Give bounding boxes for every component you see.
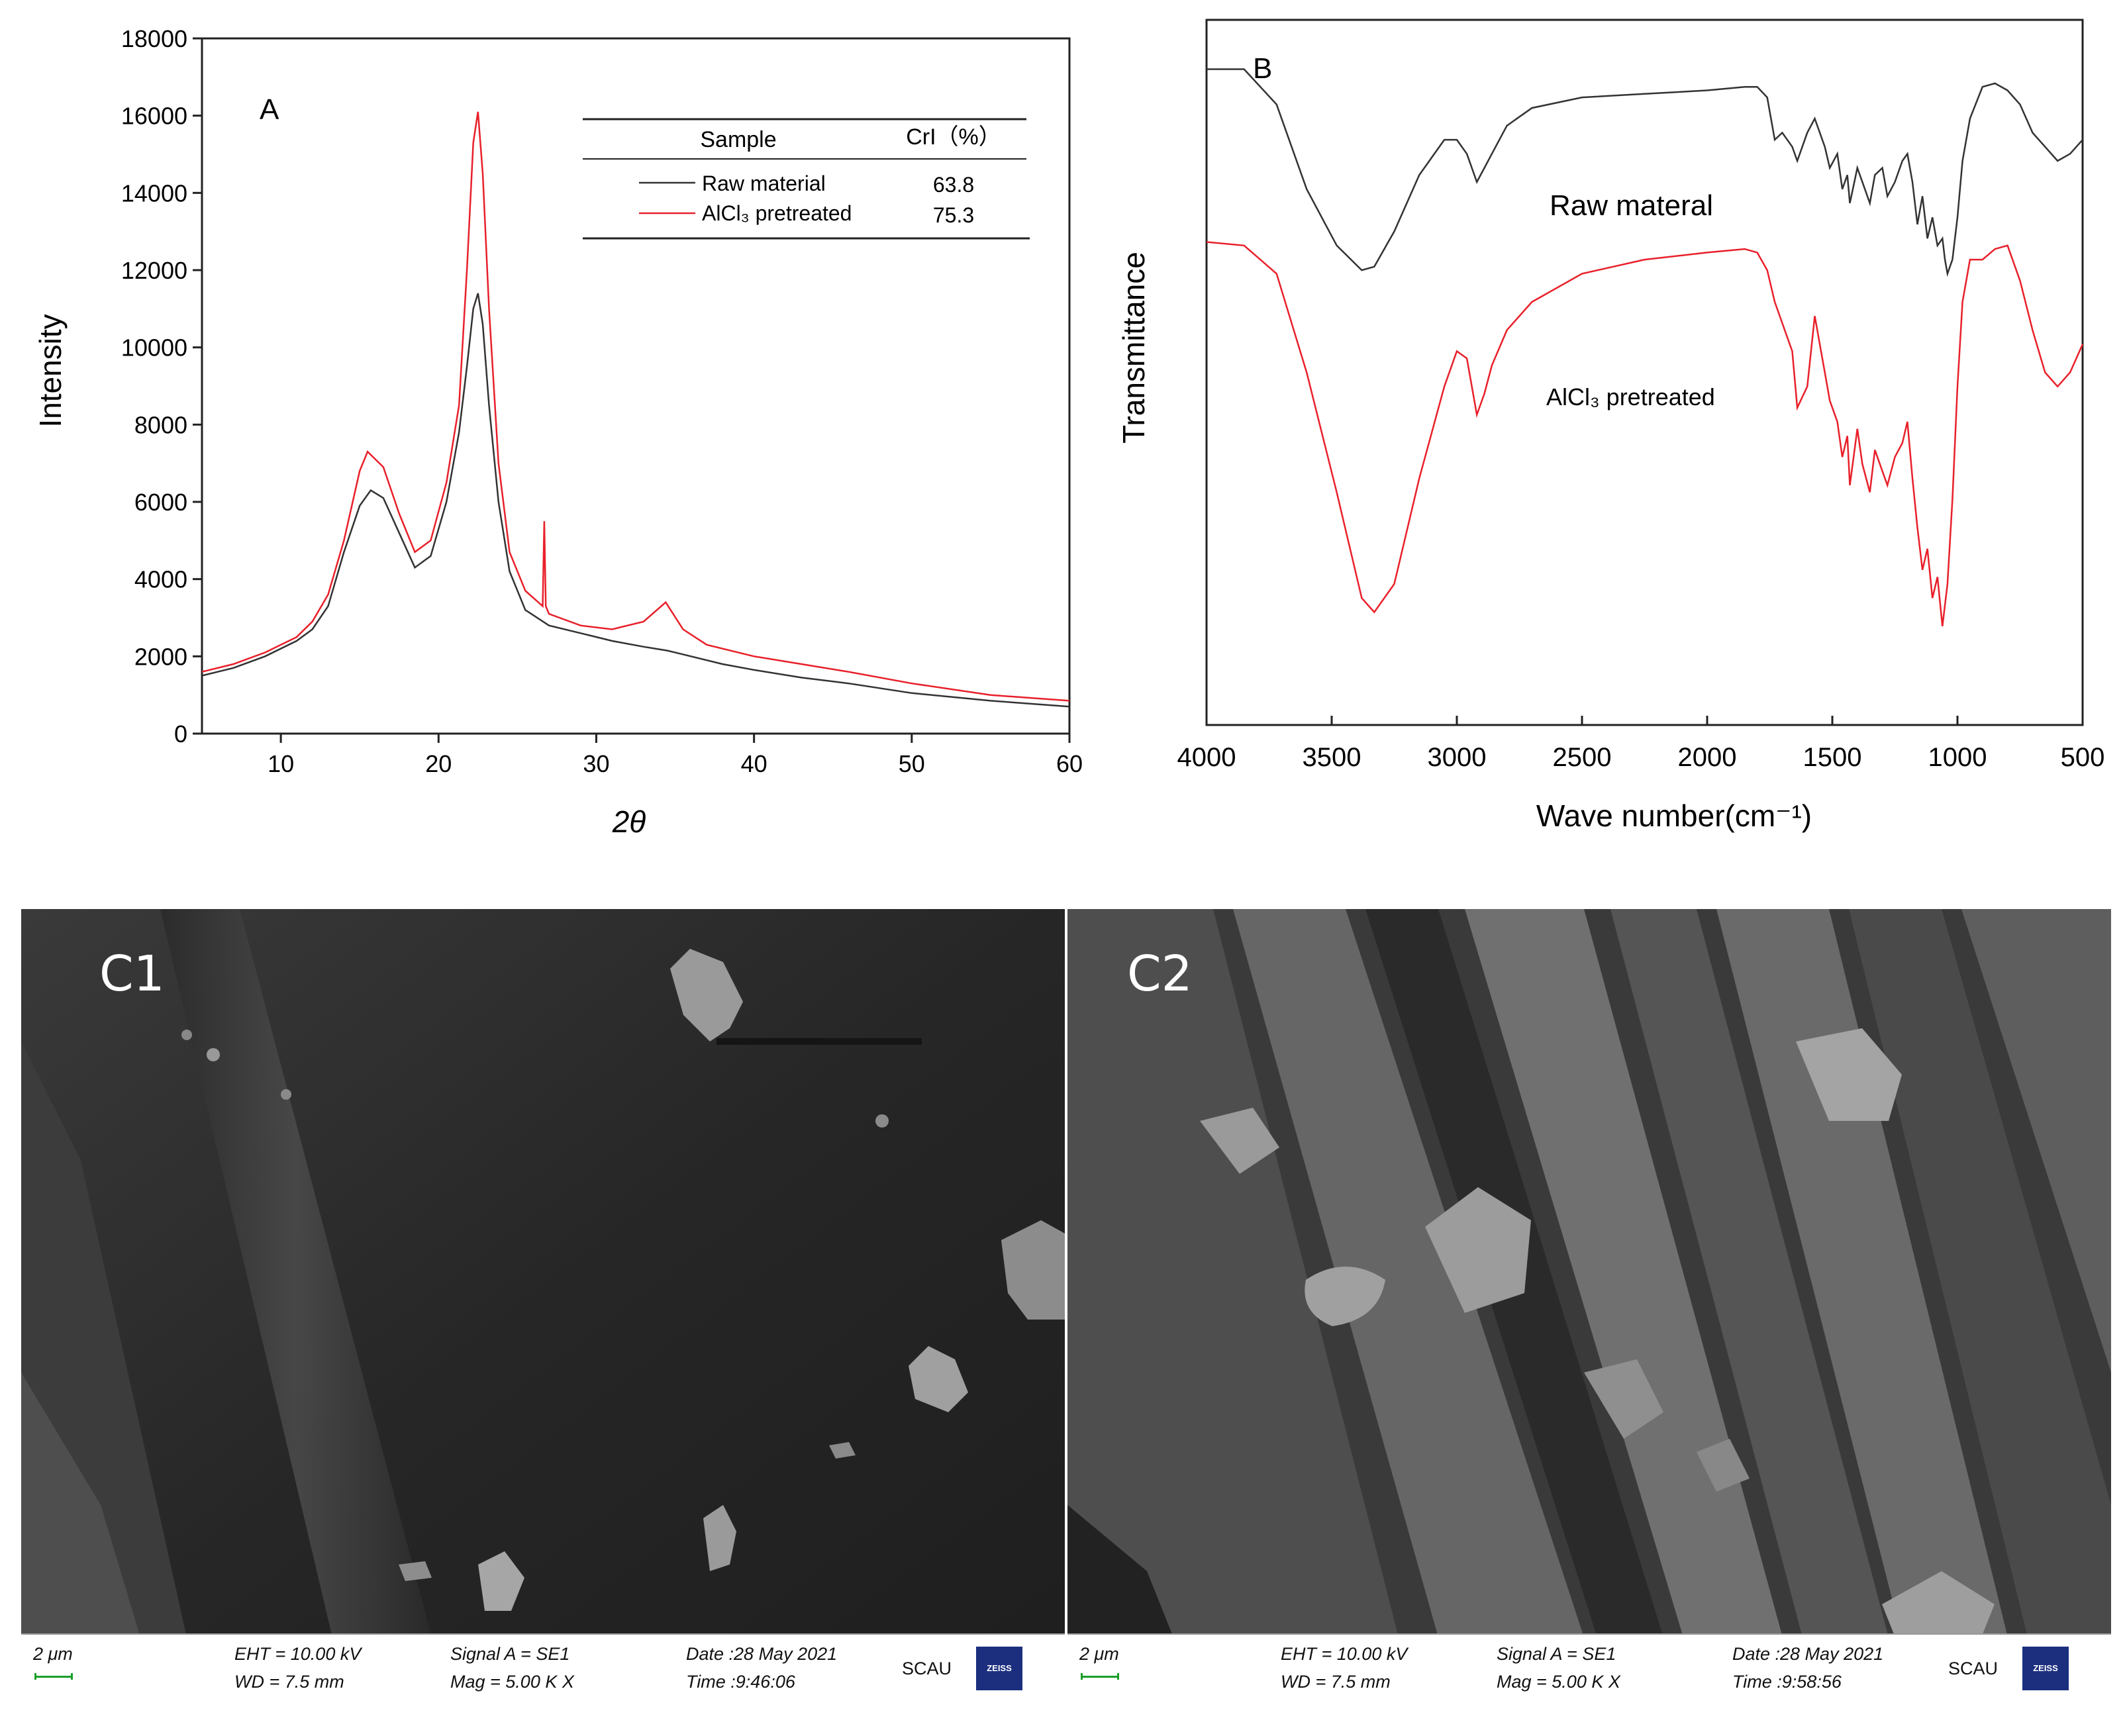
xrd-y-tick-label: 6000 [134, 489, 187, 516]
xrd-table-sample-treated: AlCl₃ pretreated [702, 201, 852, 225]
ftir-x-tick-label: 1500 [1803, 743, 1862, 772]
ftir-x-tick-label: 2000 [1678, 743, 1737, 772]
xrd-y-tick-label: 16000 [121, 103, 187, 130]
sem-date: Date :28 May 2021 [686, 1644, 838, 1664]
sem-org: SCAU [902, 1659, 952, 1678]
sem-mag: Mag = 5.00 K X [1497, 1672, 1620, 1692]
ftir-x-tick-label: 2500 [1553, 743, 1612, 772]
sem-wd: WD = 7.5 mm [1281, 1672, 1391, 1692]
xrd-chart: A Intensity 2θ Sample CrI（%） Raw materia… [33, 25, 1083, 839]
xrd-table: Sample CrI（%） Raw material 63.8 AlCl₃ pr… [583, 118, 1030, 240]
scale-bar-icon [1081, 1673, 1119, 1680]
xrd-y-tick-label: 0 [174, 720, 187, 747]
ftir-y-axis-label: Transmittance [1116, 252, 1151, 444]
ftir-x-tick-label: 500 [2061, 743, 2105, 772]
sem-label-c2: C2 [1127, 945, 1193, 1002]
xrd-table-header-cri: CrI（%） [906, 124, 1001, 150]
sem-texture-c2 [1067, 909, 2111, 1705]
ftir-x-axis-label: Wave number(cm⁻¹) [1536, 798, 1812, 833]
xrd-y-tick-label: 2000 [134, 643, 187, 670]
xrd-table-sample-raw: Raw material [702, 171, 826, 195]
ftir-line-alcl3-pretreated [1206, 241, 2084, 627]
sem-label-c1: C1 [99, 945, 165, 1002]
xrd-y-tick-label: 8000 [134, 411, 187, 438]
xrd-x-tick-label: 60 [1056, 750, 1083, 777]
sem-signal: Signal A = SE1 [1497, 1644, 1616, 1664]
scale-bar-label: 2 μm [33, 1644, 73, 1664]
xrd-y-tick-label: 14000 [121, 179, 187, 207]
xrd-y-tick-label: 4000 [134, 566, 187, 593]
xrd-x-tick-label: 40 [741, 750, 767, 777]
sem-time: Time :9:58:56 [1732, 1672, 1842, 1692]
xrd-y-axis-label: Intensity [33, 314, 68, 427]
xrd-line-alcl3-pretreated [201, 111, 1070, 702]
xrd-table-value-raw: 63.8 [933, 173, 974, 197]
sem-info-bar-c1: 2 μm EHT = 10.00 kV WD = 7.5 mm Signal A… [21, 1633, 1065, 1705]
xrd-y-tick-label: 18000 [121, 25, 187, 52]
xrd-plot-frame [201, 37, 1071, 735]
zeiss-logo-icon: ZEISS [2022, 1647, 2069, 1690]
panel-b-label: B [1253, 52, 1272, 85]
xrd-y-tick-label: 10000 [121, 334, 187, 362]
xrd-x-axis-label: 2θ [612, 804, 646, 839]
ftir-x-tick-label: 3000 [1428, 743, 1487, 772]
scale-bar-label: 2 μm [1079, 1644, 1119, 1664]
ftir-x-tick-label: 1000 [1928, 743, 1987, 772]
panel-a-label: A [260, 93, 279, 126]
ftir-line-raw-material [1207, 68, 2083, 277]
zeiss-logo-icon: ZEISS [976, 1647, 1022, 1690]
ftir-plot-frame [1205, 19, 2084, 726]
sem-wd: WD = 7.5 mm [234, 1672, 344, 1692]
sem-date: Date :28 May 2021 [1732, 1644, 1884, 1664]
sem-org: SCAU [1948, 1659, 1999, 1678]
xrd-x-tick-label: 50 [899, 750, 925, 777]
xrd-table-value-treated: 75.3 [933, 203, 974, 227]
xrd-y-tick-label: 12000 [121, 257, 187, 284]
sem-image-c1: C1 2 μm EHT = 10.00 kV WD = 7.5 mm Signa… [21, 909, 1065, 1705]
ftir-chart: B Transmittance Wave number(cm⁻¹) Raw ma… [1116, 19, 2104, 833]
scale-bar-icon [34, 1673, 73, 1680]
sem-texture-c1 [21, 909, 1065, 1705]
sem-signal: Signal A = SE1 [450, 1644, 570, 1664]
ftir-x-tick-label: 4000 [1177, 743, 1236, 772]
sem-info-bar-c2: 2 μm EHT = 10.00 kV WD = 7.5 mm Signal A… [1067, 1633, 2111, 1705]
ftir-series-label-raw: Raw materal [1550, 189, 1713, 222]
xrd-x-tick-label: 10 [268, 750, 294, 777]
xrd-line-raw-material [201, 293, 1070, 708]
sem-image-c2: C2 2 μm EHT = 10.00 kV WD = 7.5 mm Signa… [1067, 909, 2111, 1705]
sem-eht: EHT = 10.00 kV [1281, 1644, 1408, 1664]
sem-time: Time :9:46:06 [686, 1672, 795, 1692]
ftir-series-label-treated: AlCl₃ pretreated [1546, 383, 1715, 410]
sem-eht: EHT = 10.00 kV [234, 1644, 362, 1664]
ftir-x-tick-label: 3500 [1303, 743, 1361, 772]
xrd-table-header-sample: Sample [700, 127, 776, 152]
sem-mag: Mag = 5.00 K X [450, 1672, 574, 1692]
xrd-x-tick-label: 20 [425, 750, 452, 777]
xrd-x-tick-label: 30 [583, 750, 609, 777]
